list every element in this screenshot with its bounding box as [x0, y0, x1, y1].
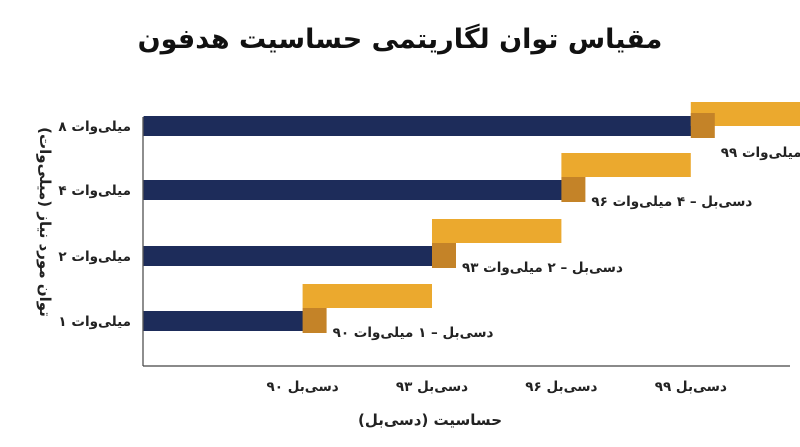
- data-label: ۹۳ دسی‌بل – ۲ میلی‌وات: [462, 260, 623, 276]
- y-tick-label: ۴ میلی‌وات: [58, 183, 131, 199]
- x-tick-label: ۹۰ دسی‌بل: [267, 379, 339, 395]
- data-label: ۹۶ دسی‌بل – ۴ میلی‌وات: [591, 194, 752, 210]
- step-connector: [431, 243, 456, 268]
- x-tick-label: ۹۳ دسی‌بل: [396, 379, 468, 395]
- x-axis-title: حساسیت (دسی‌بل): [358, 411, 502, 429]
- y-tick-label: ۱ میلی‌وات: [58, 314, 131, 330]
- chart-title: مقیاس توان لگاریتمی حساسیت هدفون: [138, 23, 663, 55]
- y-tick-label: ۲ میلی‌وات: [58, 249, 131, 265]
- step-connector: [561, 177, 586, 202]
- power-bar: [143, 116, 692, 136]
- data-label: ۹۰ دسی‌بل – ۱ میلی‌وات: [333, 325, 494, 341]
- step-connector: [690, 113, 715, 138]
- y-tick-label: ۸ میلی‌وات: [58, 119, 131, 135]
- power-bar: [143, 246, 433, 266]
- bars-layer: [143, 102, 800, 333]
- sensitivity-bar: [302, 284, 432, 308]
- power-bar: [143, 180, 562, 200]
- y-axis-title: توان مورد نیاز (میلی‌وات): [36, 127, 54, 317]
- power-bar: [143, 311, 304, 331]
- labels-layer: ۱ میلی‌وات ۹۰ دسی‌بل – ۱ میلی‌وات ۲ میلی‌و…: [58, 119, 800, 395]
- sensitivity-bar: [431, 219, 562, 243]
- x-tick-label: ۹۹ دسی‌بل: [655, 379, 727, 395]
- x-tick-label: ۹۶ دسی‌بل: [525, 379, 597, 395]
- sensitivity-bar: [561, 153, 691, 177]
- data-label: ۹۹ دسی‌بل – ۸ میلی‌وات: [721, 145, 800, 161]
- step-connector: [302, 308, 327, 333]
